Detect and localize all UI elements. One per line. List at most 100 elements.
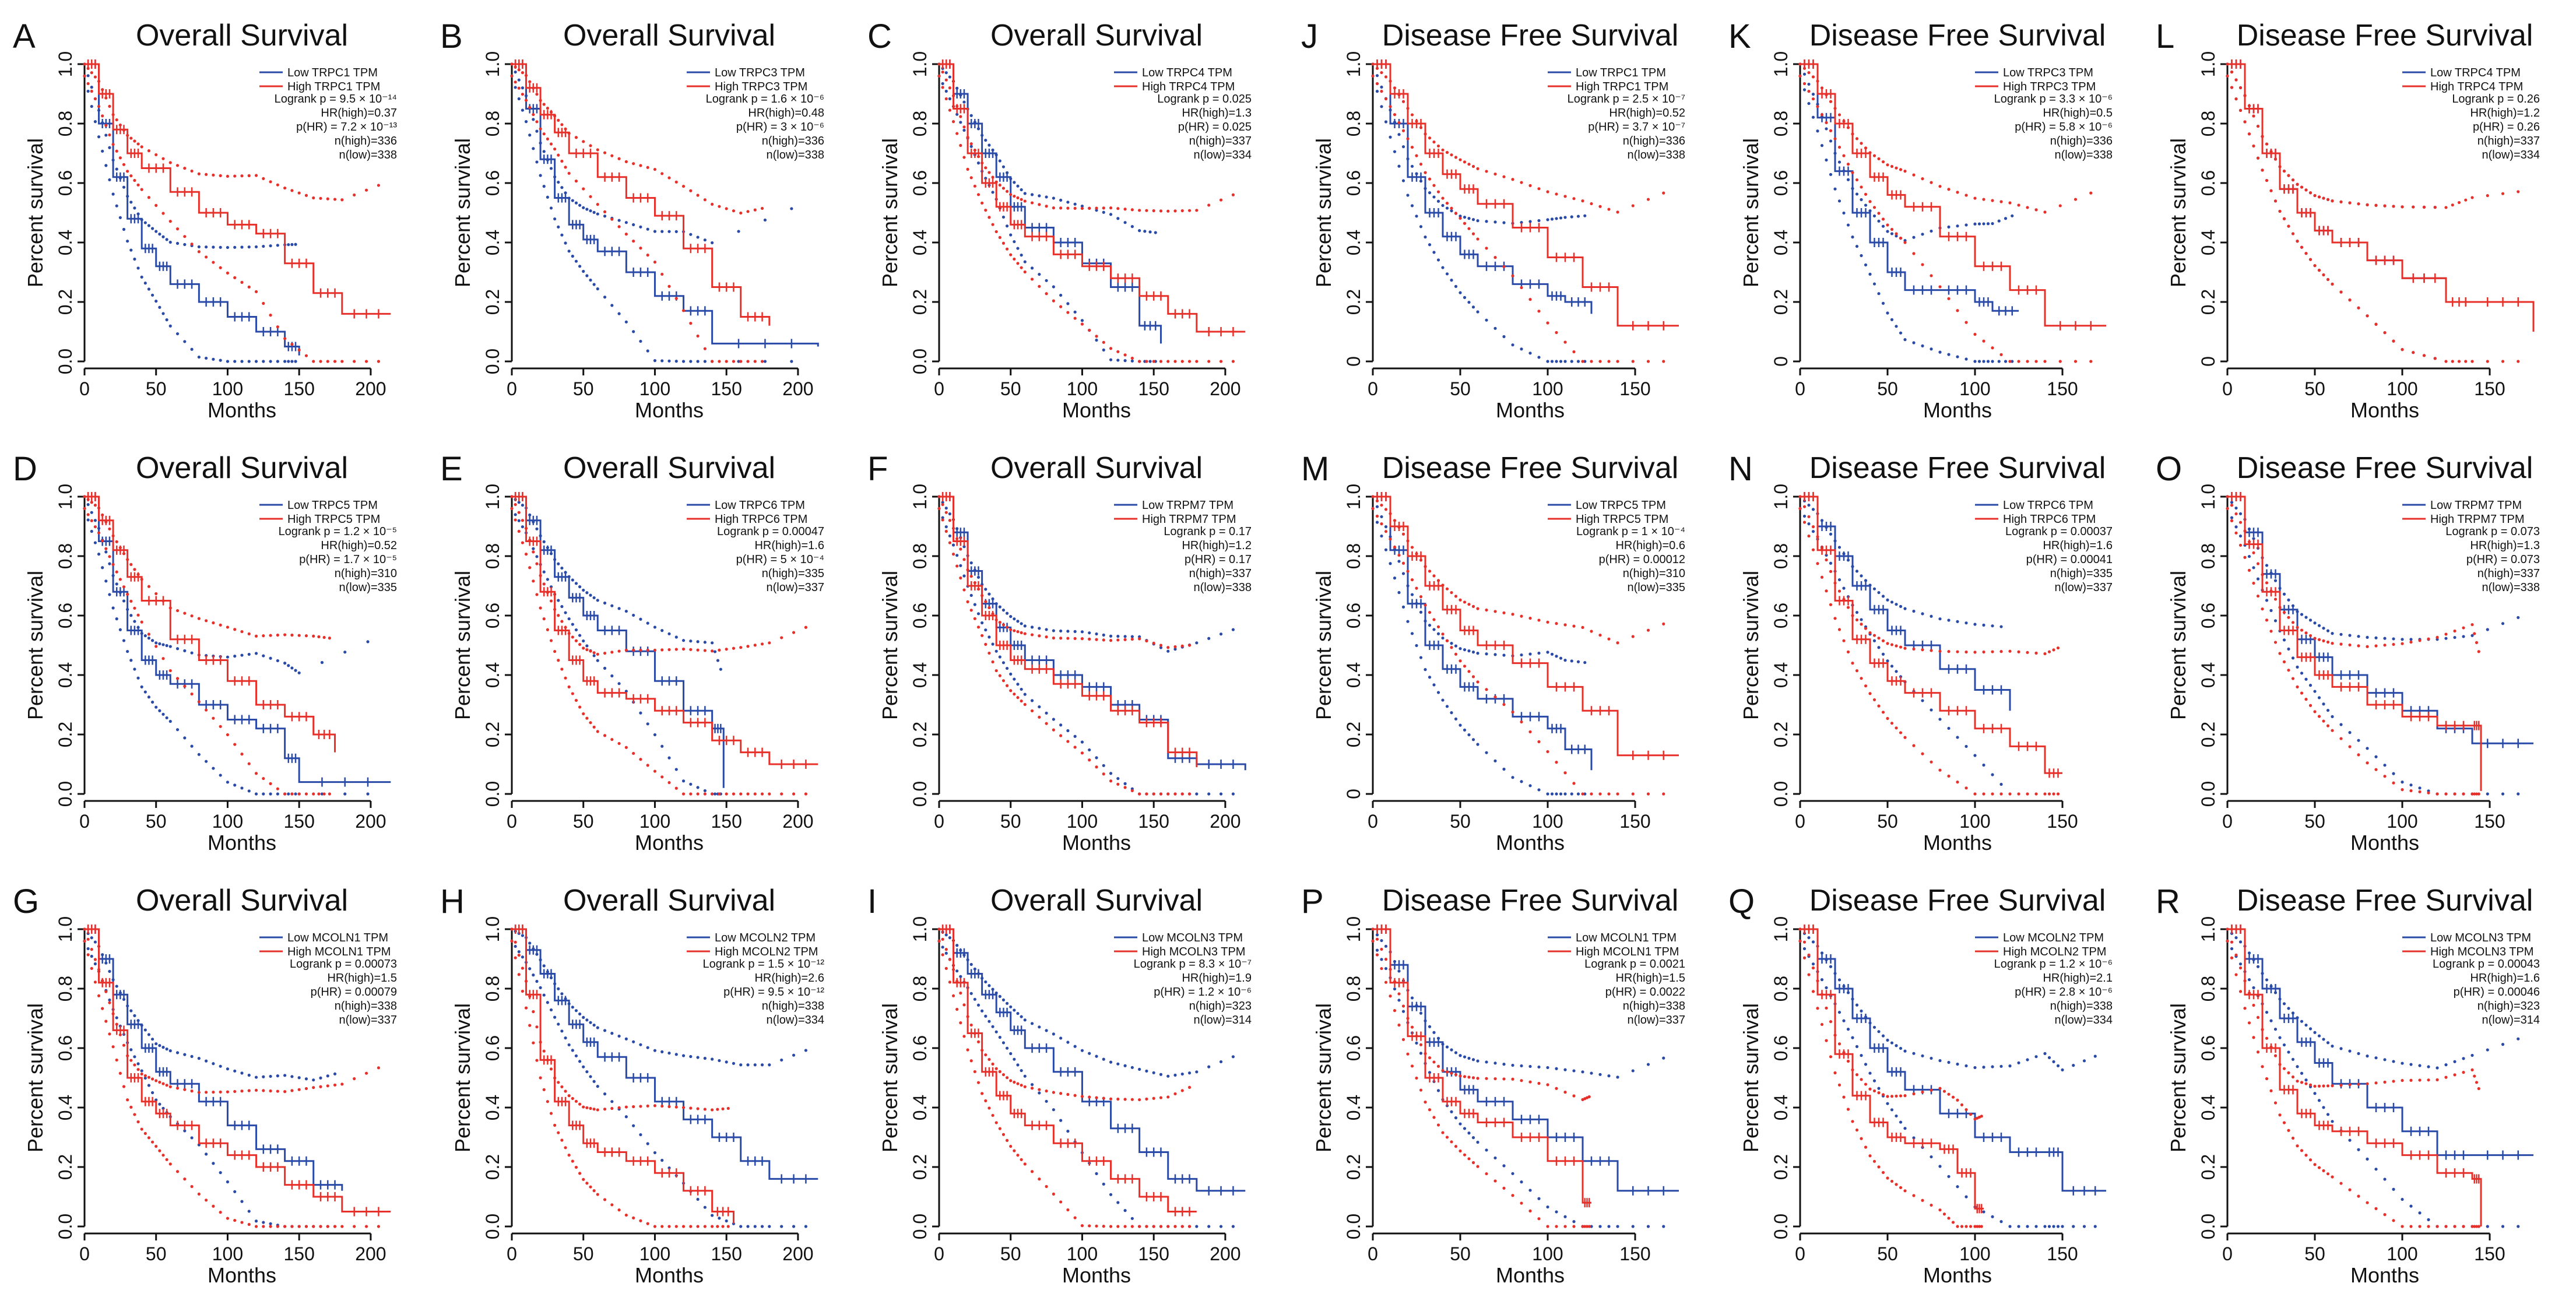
y-axis-title: Percent survival [1739, 138, 1763, 287]
ci-dot [1842, 1019, 1846, 1022]
ci-dot [792, 1053, 796, 1057]
ci-dot [517, 529, 521, 533]
ci-dot [1159, 646, 1163, 649]
ci-dot [603, 1108, 607, 1111]
ci-dot [1855, 610, 1859, 614]
ci-dot [1045, 195, 1048, 199]
ci-dot [1820, 113, 1824, 117]
legend-label: Low TRPC3 TPM [2003, 66, 2093, 79]
ci-dot [1109, 772, 1113, 775]
ci-dot [592, 1080, 596, 1083]
ci-dot [1964, 194, 1968, 197]
ci-dot [1231, 360, 1235, 363]
ci-dot [168, 719, 172, 723]
ci-dot [653, 167, 657, 171]
ci-dot [2462, 1057, 2465, 1060]
ci-dot [2252, 144, 2255, 148]
ci-dot [2501, 360, 2505, 363]
ci-dot [653, 769, 657, 773]
ci-dot [2282, 1043, 2286, 1047]
ci-dot [1393, 577, 1397, 580]
x-tick-label: 150 [1619, 811, 1650, 832]
ci-dot [674, 297, 678, 300]
y-tick-label: 0.0 [482, 1214, 503, 1239]
ci-dot [2300, 672, 2304, 675]
ci-dot [147, 149, 151, 153]
ci-dot [1152, 360, 1155, 363]
ci-dot [1005, 625, 1009, 629]
ci-dot [1973, 651, 1977, 654]
x-axis-title: Months [208, 398, 276, 422]
series-low [2226, 59, 2447, 360]
ci-dot [90, 948, 93, 951]
ci-dot [667, 648, 671, 652]
ci-dot [2313, 264, 2317, 268]
ci-dot [585, 644, 589, 648]
ci-dot [1550, 792, 1554, 796]
ci-dot [1807, 90, 1811, 93]
series-low [510, 492, 725, 796]
ci-dot [2322, 273, 2325, 277]
ci-dot [1528, 652, 1532, 656]
legend-label: Low TRPM7 TPM [2430, 499, 2522, 512]
ci-dot [713, 650, 717, 653]
ci-dot [959, 564, 962, 567]
x-axis-title: Months [1923, 831, 1992, 855]
y-tick-label: 0.6 [1770, 603, 1791, 628]
ci-dot [1180, 1225, 1184, 1228]
ci-dot [108, 593, 111, 596]
ci-dot [1860, 198, 1863, 202]
ci-dot [984, 1014, 987, 1018]
ci-dot [589, 209, 592, 213]
ci-dot [969, 962, 973, 966]
ci-dot [233, 1190, 237, 1193]
ci-dot [133, 178, 136, 182]
ci-dot [1520, 720, 1523, 724]
ci-dot [1013, 617, 1016, 621]
ci-dot [1080, 206, 1084, 210]
survival-curve [1800, 495, 2011, 711]
ci-dot [948, 980, 952, 984]
ci-dot [183, 167, 187, 170]
ci-dot [639, 164, 642, 167]
ci-dot [247, 652, 251, 656]
ci-dot [1454, 717, 1458, 720]
ci-dot [161, 657, 165, 660]
ci-dot [168, 1049, 172, 1053]
ci-dot [1001, 241, 1006, 245]
ci-dot [183, 340, 187, 343]
ci-dot [2291, 677, 2295, 680]
ci-dot [158, 1080, 161, 1084]
x-tick-label: 0 [2222, 1243, 2233, 1264]
ci-dot [2234, 936, 2238, 940]
ci-dot [1816, 1007, 1819, 1010]
ci-dot [1964, 621, 1968, 625]
ci-dot [1088, 206, 1091, 210]
y-tick-label: 0.4 [909, 662, 930, 688]
ci-dot [1207, 1065, 1211, 1068]
ci-dot [1991, 1065, 1994, 1068]
ci-dot [2256, 965, 2260, 968]
ci-dot [2034, 208, 2038, 212]
y-tick-label: 0.4 [482, 1095, 503, 1120]
ci-dot [1820, 575, 1824, 579]
ci-dot [1471, 232, 1475, 236]
ci-dot [1872, 214, 1876, 218]
ci-dot [549, 167, 553, 170]
ci-dot [1009, 615, 1013, 618]
y-tick-label: 0.8 [1343, 543, 1364, 569]
y-tick-label: 0.4 [2198, 1095, 2219, 1120]
ci-dot [718, 648, 721, 652]
ci-dot [521, 71, 525, 75]
ci-dot [1528, 298, 1532, 301]
ci-dot [585, 716, 589, 720]
ci-dot [1436, 625, 1440, 628]
series-high [83, 59, 391, 363]
x-axis-title: Months [1062, 831, 1131, 855]
ci-dot [1868, 692, 1872, 695]
ci-dot [941, 518, 944, 522]
ci-dot [1616, 1075, 1619, 1079]
ci-dot [1881, 301, 1885, 305]
ci-dot [1872, 639, 1876, 642]
